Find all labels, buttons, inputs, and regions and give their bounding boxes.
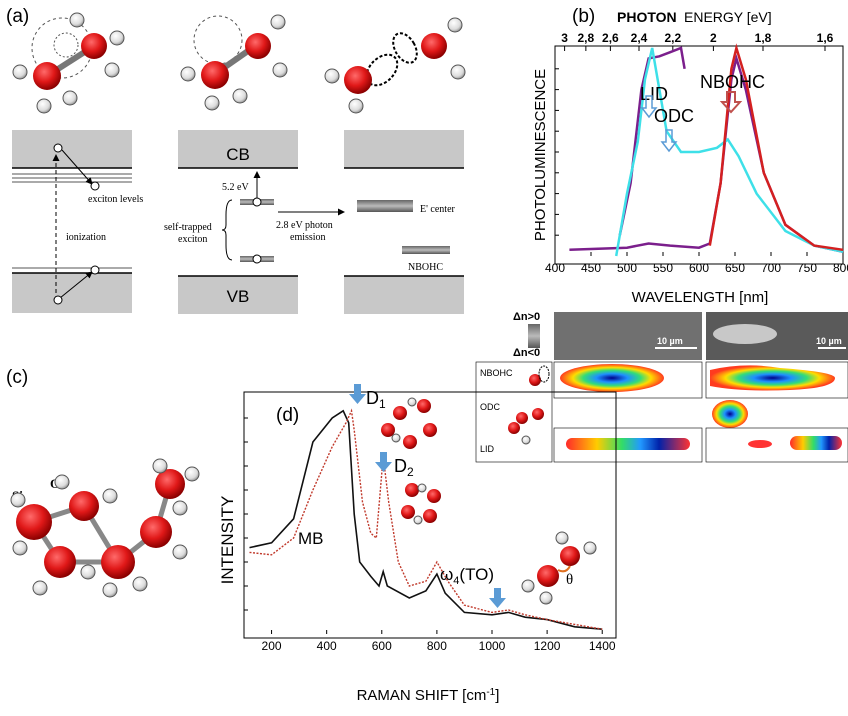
micrograph-left (554, 312, 702, 360)
panel-a: (a) (6, 6, 466, 314)
panel-b: (b) PHOTON ENERGY [eV] 3 2,8 2,6 2,4 2,2 2 1,8… (532, 6, 848, 306)
molecule-a3 (324, 17, 466, 114)
grayscale-colorbar (528, 324, 540, 348)
top-tick-label: 2,2 (664, 31, 681, 45)
x-tick-label: 450 (581, 261, 601, 275)
x-tick-label: 1400 (589, 639, 616, 653)
series-line-3 (708, 43, 844, 252)
d1-arrow-icon (349, 384, 366, 404)
ring-molecule (10, 458, 200, 598)
pl-xlabel: WAVELENGTH [nm] (632, 289, 769, 306)
heatmap-lid-right (790, 436, 842, 450)
heatmap-nbohc-right (710, 365, 835, 391)
x-tick-label: 1200 (534, 639, 561, 653)
ionization-label: ionization (66, 232, 106, 243)
imaging-label-odc: ODC (480, 402, 501, 412)
x-tick-label: 400 (317, 639, 337, 653)
mb-label: MB (298, 529, 324, 548)
heatmap-nbohc-left (560, 364, 664, 392)
heatmap-lid-left (566, 438, 690, 450)
cb-label: CB (226, 145, 250, 164)
odc-annotation: ODC (654, 106, 694, 126)
theta-bond-icon (521, 531, 597, 605)
molecule-a2 (180, 14, 288, 111)
x-tick-label: 800 (833, 261, 848, 275)
x-tick-label: 550 (653, 261, 673, 275)
panel-c: (c) Si O (6, 367, 200, 598)
raman-plot-frame (243, 391, 617, 639)
dn-positive-label: Δn>0 (513, 311, 540, 323)
x-tick-label: 750 (797, 261, 817, 275)
raman-xlabel: RAMAN SHIFT [cm-1] (357, 687, 500, 705)
panel-d-label: (d) (276, 405, 299, 426)
d1-label: D1 (366, 388, 386, 411)
lid-annotation: LID (640, 84, 668, 104)
x-tick-label: 200 (262, 639, 282, 653)
d2-ring-icon (401, 483, 441, 525)
panel-a-label: (a) (6, 6, 29, 27)
exciton-levels-label: exciton levels (88, 194, 143, 205)
x-tick-label: 800 (427, 639, 447, 653)
odc-arrow-icon (660, 129, 678, 153)
e-center-label: E' center (420, 204, 456, 215)
series-line-1 (249, 408, 603, 630)
imaging-label-nbohc: NBOHC (480, 368, 513, 378)
x-tick-label: 1000 (479, 639, 506, 653)
energy-52-label: 5.2 eV (222, 182, 249, 193)
x-tick-label: 700 (761, 261, 781, 275)
series-line-0 (249, 409, 603, 630)
x-tick-label: 600 (372, 639, 392, 653)
raman-chart: 200 400 600 800 1000 1200 1400 (244, 408, 616, 653)
top-axis-title-rest: ENERGY [eV] (684, 9, 772, 25)
top-axis-ticks: 3 2,8 2,6 2,4 2,2 2 1,8 1,6 (561, 31, 834, 51)
heatmap-lid-right-spot (748, 440, 772, 448)
pl-plot-frame (554, 45, 844, 265)
x-tick-label: 650 (725, 261, 745, 275)
scale-bar-right: 10 µm (816, 336, 842, 346)
d2-arrow-icon (375, 452, 392, 472)
molecule-a1 (12, 12, 125, 114)
raman-ylabel: INTENSITY (218, 496, 237, 585)
emission-label-2: emission (290, 232, 326, 243)
band-diagram-col1: exciton levels ionization (12, 130, 143, 313)
top-tick-label: 2,4 (631, 31, 648, 45)
d1-ring-icon (381, 397, 437, 449)
top-tick-label: 1,6 (817, 31, 834, 45)
pl-chart: 400 450 500 550 600 650 700 750 800 (545, 43, 848, 275)
panel-c-label: (c) (6, 367, 28, 388)
panel-d: 200 400 600 800 1000 1200 1400 (d) INTENSITY R… (218, 384, 617, 705)
theta-label: θ (566, 572, 573, 588)
nbohc-band-label: NBOHC (408, 262, 443, 273)
top-axis-title-bold: PHOTON (617, 9, 677, 25)
series-line-2 (614, 47, 844, 257)
x-tick-label: 600 (689, 261, 709, 275)
band-diagram-col3: E' center NBOHC (344, 130, 464, 314)
band-diagram-col2: CB VB 5.2 eV self-trapped exciton 2.8 eV… (164, 130, 345, 314)
panel-b-label: (b) (572, 6, 595, 27)
top-tick-label: 3 (561, 31, 568, 45)
self-trapped-label: self-trapped (164, 222, 212, 233)
top-tick-label: 1,8 (755, 31, 772, 45)
self-trapped-exciton-label: exciton (178, 234, 207, 245)
d2-label: D2 (394, 456, 414, 479)
emission-label-1: 2.8 eV photon (276, 220, 333, 231)
top-tick-label: 2 (710, 31, 717, 45)
vb-label: VB (227, 287, 250, 306)
lid-arrow-icon (640, 95, 658, 119)
x-tick-label: 500 (617, 261, 637, 275)
w4-arrow-icon (489, 588, 506, 608)
scale-bar-left: 10 µm (657, 336, 683, 346)
nbohc-annotation: NBOHC (700, 72, 765, 92)
top-tick-label: 2,6 (602, 31, 619, 45)
heatmap-odc-right (712, 400, 748, 428)
x-tick-label: 400 (545, 261, 565, 275)
top-tick-label: 2,8 (578, 31, 595, 45)
imaging-panel: Δn>0 Δn<0 10 µm 10 µm NBOHC ODC LID (475, 311, 848, 463)
pl-ylabel: PHOTOLUMINESCENCE (532, 69, 549, 241)
nbohc-arrow-icon (719, 91, 743, 114)
w4-label: ω4(TO) (440, 565, 494, 587)
imaging-label-lid: LID (480, 444, 495, 454)
dn-negative-label: Δn<0 (513, 347, 540, 359)
